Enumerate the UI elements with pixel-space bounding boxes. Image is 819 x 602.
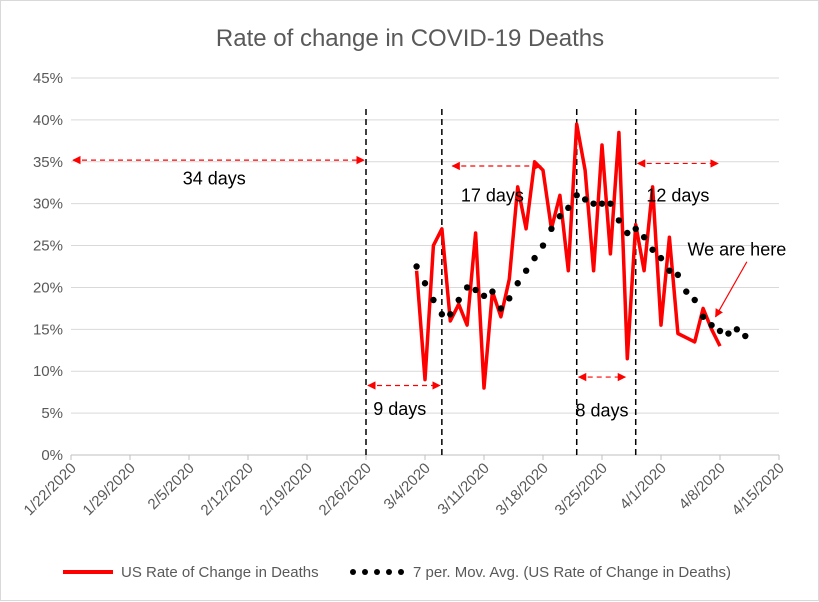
x-tick-label: 3/25/2020	[552, 460, 611, 519]
moving-avg-point	[598, 200, 606, 207]
legend-dot	[398, 569, 404, 575]
moving-avg-point	[581, 196, 589, 203]
pointer-arrow	[715, 261, 748, 318]
moving-avg-point	[683, 288, 690, 295]
moving-avg-point	[489, 288, 496, 295]
x-tick-label: 2/19/2020	[257, 460, 316, 519]
y-tick-label: 10%	[33, 363, 63, 380]
moving-avg-point	[708, 321, 715, 329]
x-axis-ticks: 1/22/2020 1/29/2020 2/5/2020 2/12/2020 2/19/…	[21, 455, 788, 519]
moving-avg-point	[472, 286, 479, 294]
annotation-label: 34 days	[183, 169, 246, 189]
x-tick-label: 2/26/2020	[316, 460, 375, 519]
moving-avg-point	[514, 280, 521, 287]
x-tick-label: 4/15/2020	[729, 460, 788, 519]
legend: US Rate of Change in Deaths 7 per. Mov. …	[63, 564, 731, 581]
y-tick-label: 30%	[33, 196, 63, 213]
moving-avg-point	[447, 311, 454, 318]
moving-avg-point	[624, 229, 631, 237]
y-tick-label: 0%	[41, 447, 63, 464]
annotation-label: 8 days	[575, 401, 628, 421]
moving-avg-point	[649, 246, 656, 253]
moving-avg-point	[615, 217, 623, 224]
moving-avg-point	[657, 254, 665, 262]
annotation-label: 12 days	[646, 185, 709, 205]
moving-avg-point	[413, 263, 420, 270]
moving-avg-point	[539, 242, 547, 249]
moving-avg-point	[590, 200, 597, 207]
gridlines	[71, 77, 779, 456]
y-tick-label: 5%	[41, 405, 63, 422]
annotation-label: 9 days	[373, 399, 426, 419]
x-tick-label: 3/11/2020	[434, 460, 492, 518]
series-group	[413, 122, 749, 390]
moving-avg-point	[640, 233, 648, 241]
legend-dot	[374, 569, 380, 575]
legend-entry-series-2: 7 per. Mov. Avg. (US Rate of Change in D…	[413, 564, 731, 581]
legend-entry-series-1: US Rate of Change in Deaths	[121, 564, 319, 581]
moving-avg-point	[463, 284, 471, 291]
moving-avg-point	[548, 225, 555, 232]
legend-swatch-dotted	[350, 569, 404, 575]
moving-avg-point	[607, 200, 614, 207]
annotations: 34 days 9 days 17 days 8 days 12 days We are …	[72, 155, 786, 421]
x-tick-label: 3/4/2020	[381, 460, 434, 513]
legend-dot	[362, 569, 368, 575]
moving-avg-point	[506, 295, 513, 302]
y-tick-label: 20%	[33, 279, 63, 296]
annotation-label: 17 days	[461, 185, 524, 205]
x-tick-label: 1/29/2020	[80, 460, 139, 519]
moving-avg-point	[430, 296, 437, 304]
vertical-markers	[365, 109, 637, 455]
moving-avg-point	[480, 292, 488, 300]
moving-avg-point	[632, 225, 639, 232]
annotation-label: We are here	[687, 240, 786, 260]
series-line-us-rate	[414, 122, 722, 390]
moving-avg-point	[438, 311, 446, 318]
moving-avg-point	[733, 326, 741, 333]
moving-avg-point	[699, 313, 707, 320]
y-tick-label: 25%	[33, 238, 63, 255]
x-tick-label: 4/8/2020	[676, 460, 729, 513]
moving-avg-point	[674, 271, 682, 279]
moving-avg-point	[531, 254, 538, 262]
x-tick-label: 3/18/2020	[493, 460, 552, 519]
moving-avg-point	[421, 280, 429, 287]
moving-avg-point	[497, 305, 505, 312]
x-tick-label: 4/1/2020	[617, 460, 670, 513]
moving-avg-point	[691, 296, 698, 304]
legend-dot	[350, 569, 356, 575]
moving-avg-point	[565, 204, 572, 212]
x-tick-label: 1/22/2020	[21, 460, 80, 519]
x-tick-label: 2/12/2020	[198, 460, 257, 519]
x-tick-label: 2/5/2020	[145, 460, 198, 513]
chart-title: Rate of change in COVID-19 Deaths	[216, 25, 604, 52]
legend-dot	[386, 569, 392, 575]
y-tick-label: 40%	[33, 112, 63, 129]
moving-avg-point	[742, 332, 749, 340]
moving-avg-point	[573, 192, 580, 199]
y-axis-ticks: 0% 5% 10% 15% 20% 25% 30% 35% 40% 45%	[33, 70, 63, 464]
moving-avg-point	[716, 327, 724, 335]
y-tick-label: 35%	[33, 154, 63, 171]
y-tick-label: 45%	[33, 70, 63, 87]
moving-avg-point	[522, 267, 530, 274]
moving-avg-point	[725, 330, 732, 337]
moving-avg-point	[556, 213, 564, 220]
moving-avg-point	[455, 296, 462, 304]
moving-avg-point	[666, 267, 673, 274]
y-tick-label: 15%	[33, 321, 63, 338]
